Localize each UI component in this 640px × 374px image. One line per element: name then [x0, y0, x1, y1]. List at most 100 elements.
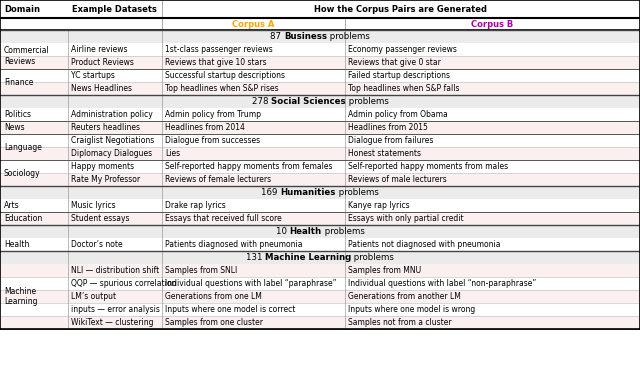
- Bar: [0, 56, 640, 69]
- Text: Individual questions with label “non-paraphrase”: Individual questions with label “non-par…: [348, 279, 536, 288]
- Text: News Headlines: News Headlines: [71, 84, 132, 93]
- Text: Admin policy from Trump: Admin policy from Trump: [165, 110, 261, 119]
- Text: Samples from one cluster: Samples from one cluster: [165, 318, 263, 327]
- Text: Machine Learning: Machine Learning: [265, 253, 351, 262]
- Text: Rate My Professor: Rate My Professor: [71, 175, 140, 184]
- Text: Health: Health: [4, 240, 29, 249]
- Text: Failed startup descriptions: Failed startup descriptions: [348, 71, 450, 80]
- Text: Health: Health: [289, 227, 321, 236]
- Text: Finance: Finance: [4, 77, 33, 86]
- Bar: [0, 277, 640, 290]
- Text: Headlines from 2015: Headlines from 2015: [348, 123, 428, 132]
- Bar: [0, 0, 640, 18]
- Text: Dialogue from failures: Dialogue from failures: [348, 136, 433, 145]
- Text: problems: problems: [336, 188, 379, 197]
- Text: Sociology: Sociology: [4, 169, 40, 178]
- Text: Reviews of female lecturers: Reviews of female lecturers: [165, 175, 271, 184]
- Bar: [0, 147, 640, 160]
- Text: Inputs where one model is correct: Inputs where one model is correct: [165, 305, 296, 314]
- Text: Reuters headlines: Reuters headlines: [71, 123, 140, 132]
- Text: Politics: Politics: [4, 110, 31, 119]
- Text: 1st-class passenger reviews: 1st-class passenger reviews: [165, 45, 273, 54]
- Bar: [0, 160, 640, 173]
- Text: YC startups: YC startups: [71, 71, 115, 80]
- Text: Language: Language: [4, 142, 42, 151]
- Bar: [0, 108, 640, 121]
- Text: Reviews that give 10 stars: Reviews that give 10 stars: [165, 58, 267, 67]
- Text: Admin policy from Obama: Admin policy from Obama: [348, 110, 448, 119]
- Text: Reviews that give 0 star: Reviews that give 0 star: [348, 58, 441, 67]
- Text: Education: Education: [4, 214, 42, 223]
- Text: Samples from MNU: Samples from MNU: [348, 266, 421, 275]
- Text: QQP — spurious correlation: QQP — spurious correlation: [71, 279, 177, 288]
- Bar: [0, 121, 640, 134]
- Text: Essays that received full score: Essays that received full score: [165, 214, 282, 223]
- Text: Essays with only partial credit: Essays with only partial credit: [348, 214, 463, 223]
- Text: Domain: Domain: [4, 4, 40, 13]
- Text: Headlines from 2014: Headlines from 2014: [165, 123, 245, 132]
- Text: Kanye rap lyrics: Kanye rap lyrics: [348, 201, 410, 210]
- Bar: [0, 186, 640, 199]
- Bar: [0, 82, 640, 95]
- Text: Individual questions with label “paraphrase”: Individual questions with label “paraphr…: [165, 279, 337, 288]
- Text: Happy moments: Happy moments: [71, 162, 134, 171]
- Text: Drake rap lyrics: Drake rap lyrics: [165, 201, 226, 210]
- Bar: [0, 134, 640, 147]
- Text: NLI — distribution shift: NLI — distribution shift: [71, 266, 159, 275]
- Text: Machine
Learning: Machine Learning: [4, 287, 38, 306]
- Text: Top headlines when S&P rises: Top headlines when S&P rises: [165, 84, 278, 93]
- Bar: [0, 95, 640, 108]
- Text: Generations from one LM: Generations from one LM: [165, 292, 262, 301]
- Text: How the Corpus Pairs are Generated: How the Corpus Pairs are Generated: [314, 4, 488, 13]
- Text: Inputs where one model is wrong: Inputs where one model is wrong: [348, 305, 476, 314]
- Text: Social Sciences: Social Sciences: [271, 97, 346, 106]
- Bar: [0, 173, 640, 186]
- Text: Dialogue from successes: Dialogue from successes: [165, 136, 260, 145]
- Text: Reviews of male lecturers: Reviews of male lecturers: [348, 175, 447, 184]
- Text: problems: problems: [346, 97, 388, 106]
- Text: problems: problems: [327, 32, 370, 41]
- Text: Honest statements: Honest statements: [348, 149, 421, 158]
- Text: News: News: [4, 123, 24, 132]
- Text: 10: 10: [276, 227, 289, 236]
- Text: Craiglist Negotiations: Craiglist Negotiations: [71, 136, 154, 145]
- Text: Patients not diagnosed with pneumonia: Patients not diagnosed with pneumonia: [348, 240, 500, 249]
- Text: Self-reported happy moments from females: Self-reported happy moments from females: [165, 162, 333, 171]
- Text: 87: 87: [270, 32, 284, 41]
- Bar: [0, 264, 640, 277]
- Text: problems: problems: [351, 253, 394, 262]
- Text: Administration policy: Administration policy: [71, 110, 153, 119]
- Text: Product Reviews: Product Reviews: [71, 58, 134, 67]
- Text: Diplomacy Dialogues: Diplomacy Dialogues: [71, 149, 152, 158]
- Text: Doctor’s note: Doctor’s note: [71, 240, 123, 249]
- Text: inputs — error analysis: inputs — error analysis: [71, 305, 160, 314]
- Text: 278: 278: [252, 97, 271, 106]
- Bar: [0, 251, 640, 264]
- Text: 131: 131: [246, 253, 265, 262]
- Bar: [0, 303, 640, 316]
- Bar: [0, 212, 640, 225]
- Bar: [0, 30, 640, 43]
- Bar: [344, 362, 640, 374]
- Bar: [0, 225, 640, 238]
- Text: Economy passenger reviews: Economy passenger reviews: [348, 45, 457, 54]
- Text: Arts: Arts: [4, 201, 20, 210]
- Text: Top headlines when S&P falls: Top headlines when S&P falls: [348, 84, 460, 93]
- Text: Successful startup descriptions: Successful startup descriptions: [165, 71, 285, 80]
- Text: Student essays: Student essays: [71, 214, 129, 223]
- Text: Airline reviews: Airline reviews: [71, 45, 127, 54]
- Text: 169: 169: [261, 188, 280, 197]
- Text: LM’s output: LM’s output: [71, 292, 116, 301]
- Text: Lies: Lies: [165, 149, 180, 158]
- Text: WikiText — clustering: WikiText — clustering: [71, 318, 154, 327]
- Text: Corpus B: Corpus B: [472, 19, 514, 28]
- Text: Samples from SNLI: Samples from SNLI: [165, 266, 237, 275]
- Text: Patients diagnosed with pneumonia: Patients diagnosed with pneumonia: [165, 240, 303, 249]
- Text: Humanities: Humanities: [280, 188, 336, 197]
- Bar: [0, 238, 640, 251]
- Text: Generations from another LM: Generations from another LM: [348, 292, 461, 301]
- Text: Business: Business: [284, 32, 327, 41]
- Text: Self-reported happy moments from males: Self-reported happy moments from males: [348, 162, 508, 171]
- Text: Example Datasets: Example Datasets: [72, 4, 157, 13]
- Bar: [0, 316, 640, 329]
